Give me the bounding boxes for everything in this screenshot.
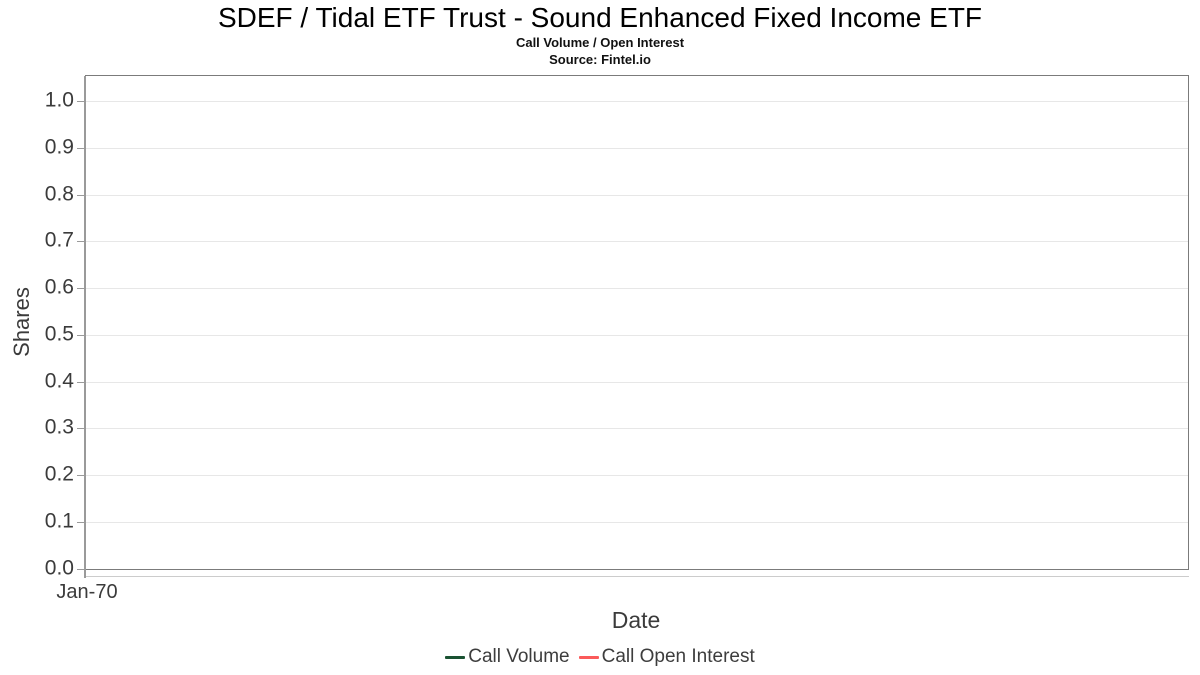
gridline [86,381,1188,383]
y-tick-label: 0.2 [44,462,74,486]
y-tick-mark [77,521,85,523]
legend-item-call-open-interest[interactable]: Call Open Interest [578,646,755,668]
y-tick-label: 0.4 [44,369,74,393]
legend-item-call-volume[interactable]: Call Volume [445,646,570,668]
y-tick-mark [77,475,85,476]
chart-subtitle: Call Volume / Open Interest [515,35,685,50]
legend-swatch-icon [578,655,599,659]
legend-label: Call Open Interest [601,646,755,667]
y-tick-label: 0.1 [44,509,74,533]
x-tick-label: Jan-70 [56,581,118,603]
y-tick-mark [77,241,85,243]
gridline [86,147,1188,149]
x-axis-title: Date [611,607,661,633]
y-tick-label: 0.6 [44,275,74,299]
y-tick-mark [77,568,85,570]
legend-swatch-icon [445,655,466,659]
y-tick-label: 0.5 [44,322,74,346]
y-tick-label: 0.8 [44,182,74,206]
y-tick-label: 0.3 [44,415,74,439]
x-axis-line [84,575,1189,577]
gridline [86,288,1188,289]
x-tick-mark [84,569,86,578]
legend: Call Volume Call Open Interest [0,646,1200,668]
y-tick-mark [77,334,85,336]
y-tick-label: 1.0 [44,88,74,112]
y-axis-line [84,76,86,576]
gridline [86,194,1188,196]
y-tick-mark [77,288,85,289]
y-tick-mark [77,147,85,149]
gridline [86,241,1188,243]
y-tick-label: 0.9 [44,135,74,159]
y-tick-mark [77,101,85,102]
y-tick-mark [77,428,85,430]
plot-area: 1.0 0.9 0.8 0.7 0.6 0.5 0.4 0.3 0.2 0.1 0.0 [45,75,1189,579]
gridline [86,101,1188,102]
gridline [86,334,1188,336]
gridline [86,428,1188,430]
y-tick-mark [77,194,85,196]
y-tick-label: 0.7 [44,228,74,252]
y-tick-label: 0.0 [44,556,74,580]
y-axis-title: Shares [9,287,34,357]
chart-title: SDEF / Tidal ETF Trust - Sound Enhanced … [217,2,983,33]
gridline [86,475,1188,476]
y-tick-mark [77,381,85,383]
gridline [86,521,1188,523]
legend-label: Call Volume [468,646,570,667]
chart-source: Source: Fintel.io [549,52,651,67]
